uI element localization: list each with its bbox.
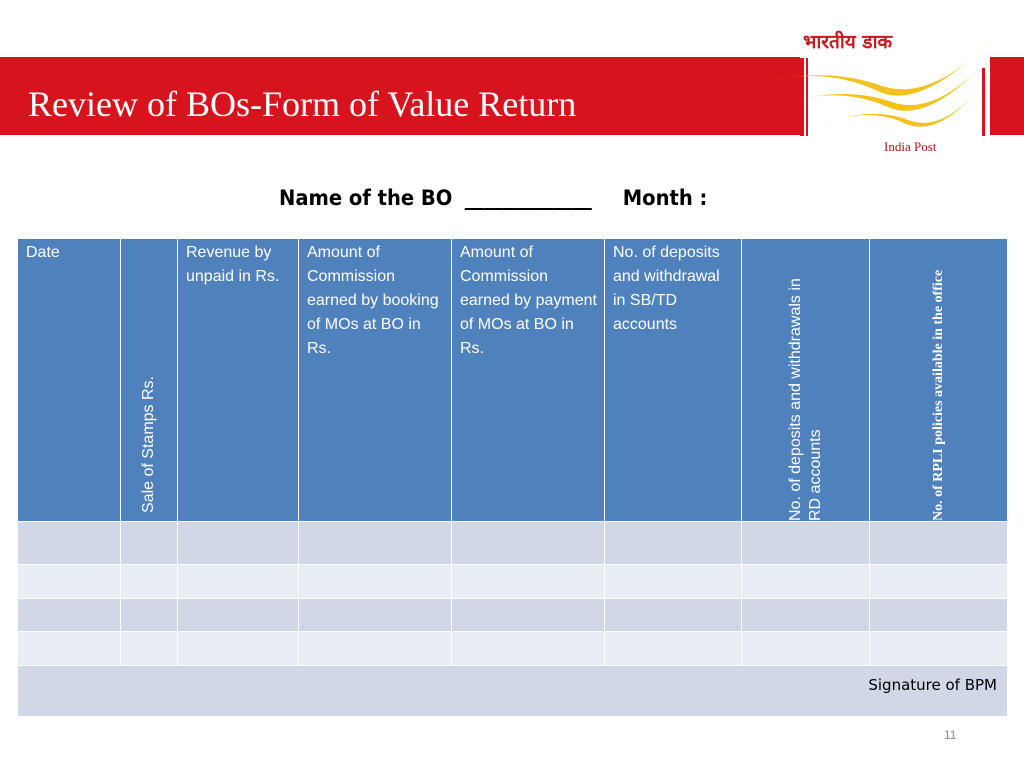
header-sale-of-stamps: Sale of Stamps Rs. <box>120 238 178 522</box>
bo-name-label: Name of the BO <box>279 186 453 210</box>
table-cell[interactable] <box>604 521 742 565</box>
table-header-row: Date Sale of Stamps Rs. Revenue by unpai… <box>17 238 1008 522</box>
table-cell[interactable] <box>741 564 870 599</box>
table-row <box>17 521 1008 565</box>
table-cell[interactable] <box>451 564 605 599</box>
header-commission-booking: Amount of Commission earned by booking o… <box>298 238 452 522</box>
table-cell[interactable] <box>869 521 1008 565</box>
table-cell[interactable] <box>17 521 121 565</box>
signature-row: Signature of BPM <box>17 665 1008 717</box>
table-cell[interactable] <box>604 564 742 599</box>
table-cell[interactable] <box>177 564 299 599</box>
header-date: Date <box>17 238 121 522</box>
india-post-logo-icon <box>772 40 1000 136</box>
table-cell[interactable] <box>451 521 605 565</box>
bo-name-blank: _____________ <box>464 186 592 210</box>
value-return-table: Date Sale of Stamps Rs. Revenue by unpai… <box>17 238 1008 717</box>
table-cell[interactable] <box>451 598 605 632</box>
table-cell[interactable] <box>120 564 178 599</box>
table-cell[interactable] <box>741 521 870 565</box>
logo-background <box>800 57 990 165</box>
table-cell[interactable] <box>298 521 452 565</box>
table-cell[interactable] <box>741 598 870 632</box>
form-header-line: Name of the BO _____________ Month : <box>279 186 707 210</box>
table-cell[interactable] <box>604 631 742 666</box>
table-cell[interactable] <box>298 631 452 666</box>
table-cell[interactable] <box>177 521 299 565</box>
header-revenue-unpaid: Revenue by unpaid in Rs. <box>177 238 299 522</box>
table-cell[interactable] <box>741 631 870 666</box>
signature-cell: Signature of BPM <box>17 665 1008 717</box>
table-cell[interactable] <box>17 564 121 599</box>
table-row <box>17 564 1008 599</box>
table-cell[interactable] <box>120 598 178 632</box>
signature-label: Signature of BPM <box>868 676 997 694</box>
logo-hindi-text: भारतीय डाक <box>803 31 893 53</box>
logo-english-text: India Post <box>884 139 937 154</box>
table-cell[interactable] <box>17 598 121 632</box>
table-cell[interactable] <box>177 631 299 666</box>
slide-title: Review of BOs-Form of Value Return <box>28 84 577 124</box>
table-cell[interactable] <box>298 564 452 599</box>
table-row <box>17 598 1008 632</box>
header-rpli-policies: No. of RPLI policies available in the of… <box>869 238 1008 522</box>
table-cell[interactable] <box>451 631 605 666</box>
month-label: Month : <box>622 186 708 210</box>
page-number: 11 <box>944 728 957 742</box>
logo-panel <box>770 28 1024 165</box>
table-row <box>17 631 1008 666</box>
table-cell[interactable] <box>17 631 121 666</box>
header-sb-td-deposits: No. of deposits and withdrawal in SB/TD … <box>604 238 742 522</box>
table-cell[interactable] <box>177 598 299 632</box>
header-commission-payment: Amount of Commission earned by payment o… <box>451 238 605 522</box>
table-cell[interactable] <box>604 598 742 632</box>
table-cell[interactable] <box>120 521 178 565</box>
table-cell[interactable] <box>298 598 452 632</box>
header-rd-deposits: No. of deposits and withdrawals in RD ac… <box>741 238 870 522</box>
table-cell[interactable] <box>120 631 178 666</box>
table-cell[interactable] <box>869 598 1008 632</box>
table-cell[interactable] <box>869 564 1008 599</box>
table-cell[interactable] <box>869 631 1008 666</box>
